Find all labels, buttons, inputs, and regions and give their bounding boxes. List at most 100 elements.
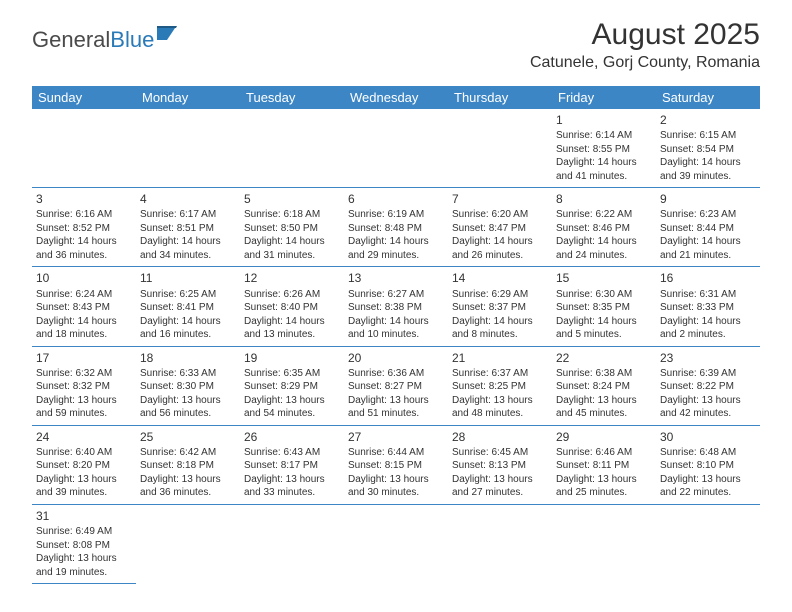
daylight-text: Daylight: 14 hours and 29 minutes.	[348, 236, 429, 261]
sunset-text: Sunset: 8:08 PM	[36, 540, 110, 551]
calendar-cell: 12Sunrise: 6:26 AMSunset: 8:40 PMDayligh…	[240, 267, 344, 346]
calendar-cell: 22Sunrise: 6:38 AMSunset: 8:24 PMDayligh…	[552, 346, 656, 425]
sunset-text: Sunset: 8:46 PM	[556, 223, 630, 234]
day-number: 9	[660, 191, 756, 207]
day-number: 15	[556, 270, 652, 286]
calendar-cell: 27Sunrise: 6:44 AMSunset: 8:15 PMDayligh…	[344, 425, 448, 504]
calendar-cell: 19Sunrise: 6:35 AMSunset: 8:29 PMDayligh…	[240, 346, 344, 425]
daylight-text: Daylight: 13 hours and 30 minutes.	[348, 474, 429, 499]
day-header-row: SundayMondayTuesdayWednesdayThursdayFrid…	[32, 86, 760, 109]
sunrise-text: Sunrise: 6:36 AM	[348, 368, 424, 379]
day-details: Sunrise: 6:14 AMSunset: 8:55 PMDaylight:…	[556, 129, 652, 183]
day-details: Sunrise: 6:43 AMSunset: 8:17 PMDaylight:…	[244, 446, 340, 500]
calendar-table: SundayMondayTuesdayWednesdayThursdayFrid…	[32, 86, 760, 584]
location-subtitle: Catunele, Gorj County, Romania	[530, 54, 760, 72]
calendar-cell: 20Sunrise: 6:36 AMSunset: 8:27 PMDayligh…	[344, 346, 448, 425]
day-number: 4	[140, 191, 236, 207]
sunrise-text: Sunrise: 6:48 AM	[660, 447, 736, 458]
daylight-text: Daylight: 14 hours and 39 minutes.	[660, 157, 741, 182]
day-details: Sunrise: 6:32 AMSunset: 8:32 PMDaylight:…	[36, 367, 132, 421]
calendar-cell: 1Sunrise: 6:14 AMSunset: 8:55 PMDaylight…	[552, 109, 656, 188]
sunrise-text: Sunrise: 6:17 AM	[140, 209, 216, 220]
sunrise-text: Sunrise: 6:24 AM	[36, 289, 112, 300]
daylight-text: Daylight: 14 hours and 18 minutes.	[36, 316, 117, 341]
calendar-cell: 9 Sunrise: 6:23 AM Sunset: 8:44 PM Daylight…	[656, 188, 760, 267]
day-details: Sunrise: 6:31 AMSunset: 8:33 PMDaylight:…	[660, 288, 756, 342]
calendar-cell: 16Sunrise: 6:31 AMSunset: 8:33 PMDayligh…	[656, 267, 760, 346]
logo: GeneralBlue	[32, 26, 179, 53]
day-header: Wednesday	[344, 86, 448, 109]
logo-flag-icon	[157, 26, 179, 47]
calendar-cell: 2Sunrise: 6:15 AMSunset: 8:54 PMDaylight…	[656, 109, 760, 188]
sunset-text: Sunset: 8:24 PM	[556, 381, 630, 392]
daylight-text: Daylight: 14 hours and 36 minutes.	[36, 236, 117, 261]
calendar-row: 24Sunrise: 6:40 AMSunset: 8:20 PMDayligh…	[32, 425, 760, 504]
sunrise-text: Sunrise: 6:14 AM	[556, 130, 632, 141]
day-number: 1	[556, 112, 652, 128]
sunset-text: Sunset: 8:41 PM	[140, 302, 214, 313]
day-number: 20	[348, 350, 444, 366]
day-details: Sunrise: 6:16 AMSunset: 8:52 PMDaylight:…	[36, 208, 132, 262]
day-details: Sunrise: 6:37 AMSunset: 8:25 PMDaylight:…	[452, 367, 548, 421]
sunrise-text: Sunrise: 6:25 AM	[140, 289, 216, 300]
sunrise-text: Sunrise: 6:33 AM	[140, 368, 216, 379]
sunset-text: Sunset: 8:50 PM	[244, 223, 318, 234]
calendar-cell	[448, 504, 552, 583]
calendar-cell	[240, 504, 344, 583]
daylight-text: Daylight: 14 hours and 34 minutes.	[140, 236, 221, 261]
day-details: Sunrise: 6:20 AMSunset: 8:47 PMDaylight:…	[452, 208, 548, 262]
daylight-text: Daylight: 13 hours and 59 minutes.	[36, 395, 117, 420]
sunrise-text: Sunrise: 6:19 AM	[348, 209, 424, 220]
calendar-row: 17Sunrise: 6:32 AMSunset: 8:32 PMDayligh…	[32, 346, 760, 425]
day-number: 17	[36, 350, 132, 366]
calendar-cell: 13Sunrise: 6:27 AMSunset: 8:38 PMDayligh…	[344, 267, 448, 346]
sunset-text: Sunset: 8:44 PM	[660, 223, 734, 234]
calendar-cell	[136, 504, 240, 583]
day-details: Sunrise: 6:22 AMSunset: 8:46 PMDaylight:…	[556, 208, 652, 262]
sunset-text: Sunset: 8:27 PM	[348, 381, 422, 392]
day-header: Saturday	[656, 86, 760, 109]
day-number: 5	[244, 191, 340, 207]
day-number: 22	[556, 350, 652, 366]
daylight-text: Daylight: 13 hours and 22 minutes.	[660, 474, 741, 499]
sunrise-text: Sunrise: 6:37 AM	[452, 368, 528, 379]
page-header: GeneralBlue August 2025 Catunele, Gorj C…	[0, 0, 792, 80]
sunset-text: Sunset: 8:35 PM	[556, 302, 630, 313]
day-details: Sunrise: 6:35 AMSunset: 8:29 PMDaylight:…	[244, 367, 340, 421]
calendar-cell: 4Sunrise: 6:17 AMSunset: 8:51 PMDaylight…	[136, 188, 240, 267]
sunset-text: Sunset: 8:32 PM	[36, 381, 110, 392]
title-block: August 2025 Catunele, Gorj County, Roman…	[530, 18, 760, 72]
calendar-cell: 11Sunrise: 6:25 AMSunset: 8:41 PMDayligh…	[136, 267, 240, 346]
day-details: Sunrise: 6:33 AMSunset: 8:30 PMDaylight:…	[140, 367, 236, 421]
daylight-text: Daylight: 14 hours and 24 minutes.	[556, 236, 637, 261]
calendar-cell	[448, 109, 552, 188]
day-header: Tuesday	[240, 86, 344, 109]
day-number: 23	[660, 350, 756, 366]
calendar-cell	[240, 109, 344, 188]
day-header: Sunday	[32, 86, 136, 109]
sunrise-text: Sunrise: 6:43 AM	[244, 447, 320, 458]
daylight-text: Daylight: 14 hours and 21 minutes.	[660, 236, 741, 261]
day-details: Sunrise: 6:25 AMSunset: 8:41 PMDaylight:…	[140, 288, 236, 342]
day-number: 19	[244, 350, 340, 366]
calendar-cell: 3Sunrise: 6:16 AMSunset: 8:52 PMDaylight…	[32, 188, 136, 267]
sunrise-text: Sunrise: 6:23 AM	[660, 209, 736, 220]
day-details: Sunrise: 6:17 AMSunset: 8:51 PMDaylight:…	[140, 208, 236, 262]
sunset-text: Sunset: 8:48 PM	[348, 223, 422, 234]
sunset-text: Sunset: 8:40 PM	[244, 302, 318, 313]
calendar-cell	[656, 504, 760, 583]
sunset-text: Sunset: 8:11 PM	[556, 460, 629, 471]
calendar-cell: 31Sunrise: 6:49 AMSunset: 8:08 PMDayligh…	[32, 504, 136, 583]
day-details: Sunrise: 6:24 AMSunset: 8:43 PMDaylight:…	[36, 288, 132, 342]
calendar-cell: 28Sunrise: 6:45 AMSunset: 8:13 PMDayligh…	[448, 425, 552, 504]
logo-text-general: General	[32, 27, 110, 53]
calendar-cell	[344, 504, 448, 583]
sunrise-text: Sunrise: 6:20 AM	[452, 209, 528, 220]
day-number: 14	[452, 270, 548, 286]
logo-text-blue: Blue	[110, 27, 154, 53]
daylight-text: Daylight: 13 hours and 48 minutes.	[452, 395, 533, 420]
sunset-text: Sunset: 8:30 PM	[140, 381, 214, 392]
calendar-cell: 10Sunrise: 6:24 AMSunset: 8:43 PMDayligh…	[32, 267, 136, 346]
calendar-row: 31Sunrise: 6:49 AMSunset: 8:08 PMDayligh…	[32, 504, 760, 583]
calendar-cell	[552, 504, 656, 583]
